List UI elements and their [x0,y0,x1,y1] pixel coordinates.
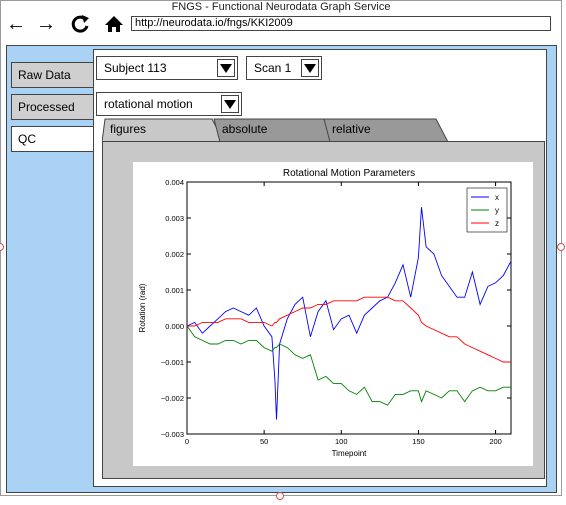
x-tick-label: 150 [412,437,425,446]
x-tick-label: 200 [489,437,502,446]
main-content: Subject 113 Scan 1 rotational motion fig… [93,49,547,487]
x-axis-label: Timepoint [332,449,368,458]
plot-area [186,181,512,435]
series-line-x [186,207,512,420]
metric-select-value: rotational motion [104,97,193,111]
tab-strip [102,118,449,143]
back-arrow-icon[interactable]: ← [6,13,26,35]
y-tick-label: −0.003 [161,430,184,439]
home-icon[interactable] [103,13,125,35]
metric-select[interactable]: rotational motion [96,92,242,116]
legend-label-z: z [495,219,499,228]
series-line-z [187,296,511,363]
scan-select[interactable]: Scan 1 [246,56,322,80]
url-input[interactable]: http://neurodata.io/fngs/KKI2009 [131,16,551,31]
forward-arrow-icon[interactable]: → [36,13,56,35]
browser-window: FNGS - Functional Neurodata Graph Servic… [0,0,562,496]
home-icon-glyph [105,16,123,32]
reload-icon[interactable] [69,13,91,35]
window-title: FNGS - Functional Neurodata Graph Servic… [171,1,391,13]
y-tick-label: 0.004 [165,178,184,187]
subject-select[interactable]: Subject 113 [96,56,238,80]
y-tick-label: 0.001 [165,286,184,295]
chart-title: Rotational Motion Parameters [283,168,415,179]
series-line-y [186,325,511,406]
resize-handle-right[interactable] [557,243,565,251]
resize-handle-bottom[interactable] [276,492,284,500]
y-axis-label: Rotation (rad) [138,283,147,332]
y-tick-label: 0.002 [165,250,184,259]
subject-select-value: Subject 113 [104,61,167,75]
y-tick-label: 0.003 [165,214,184,223]
tab-absolute[interactable]: absolute [222,122,268,136]
tab-figures[interactable]: figures [110,122,147,136]
sidebar-item-qc[interactable]: QC [11,126,99,152]
x-tick-label: 50 [260,437,268,446]
rotational-motion-chart: Rotational Motion Parameters −0.003 −0.002… [138,168,512,458]
tab-relative[interactable]: relative [332,122,371,136]
app-panel: Raw Data Processed QC Subject 113 Scan 1… [6,45,557,493]
x-tick-label: 100 [335,437,348,446]
sidebar-item-processed[interactable]: Processed [11,94,97,120]
sidebar-item-raw-data[interactable]: Raw Data [11,62,97,88]
chevron-down-icon[interactable] [301,59,319,77]
y-tick-label: −0.002 [161,394,184,403]
tab-panel-figures: Rotational Motion Parameters −0.003 −0.002… [102,141,545,479]
y-tick-label: −0.001 [161,358,184,367]
reload-icon-glyph [71,15,89,33]
chevron-down-icon[interactable] [221,95,239,113]
legend-label-y: y [495,206,499,215]
motion-chart: Rotational Motion Parameters −0.003 −0.002… [133,162,533,466]
scan-select-value: Scan 1 [254,61,292,75]
y-tick-label: 0.000 [165,322,184,331]
legend-label-x: x [495,193,499,202]
chevron-down-icon[interactable] [217,59,235,77]
x-tick-label: 0 [185,437,189,446]
